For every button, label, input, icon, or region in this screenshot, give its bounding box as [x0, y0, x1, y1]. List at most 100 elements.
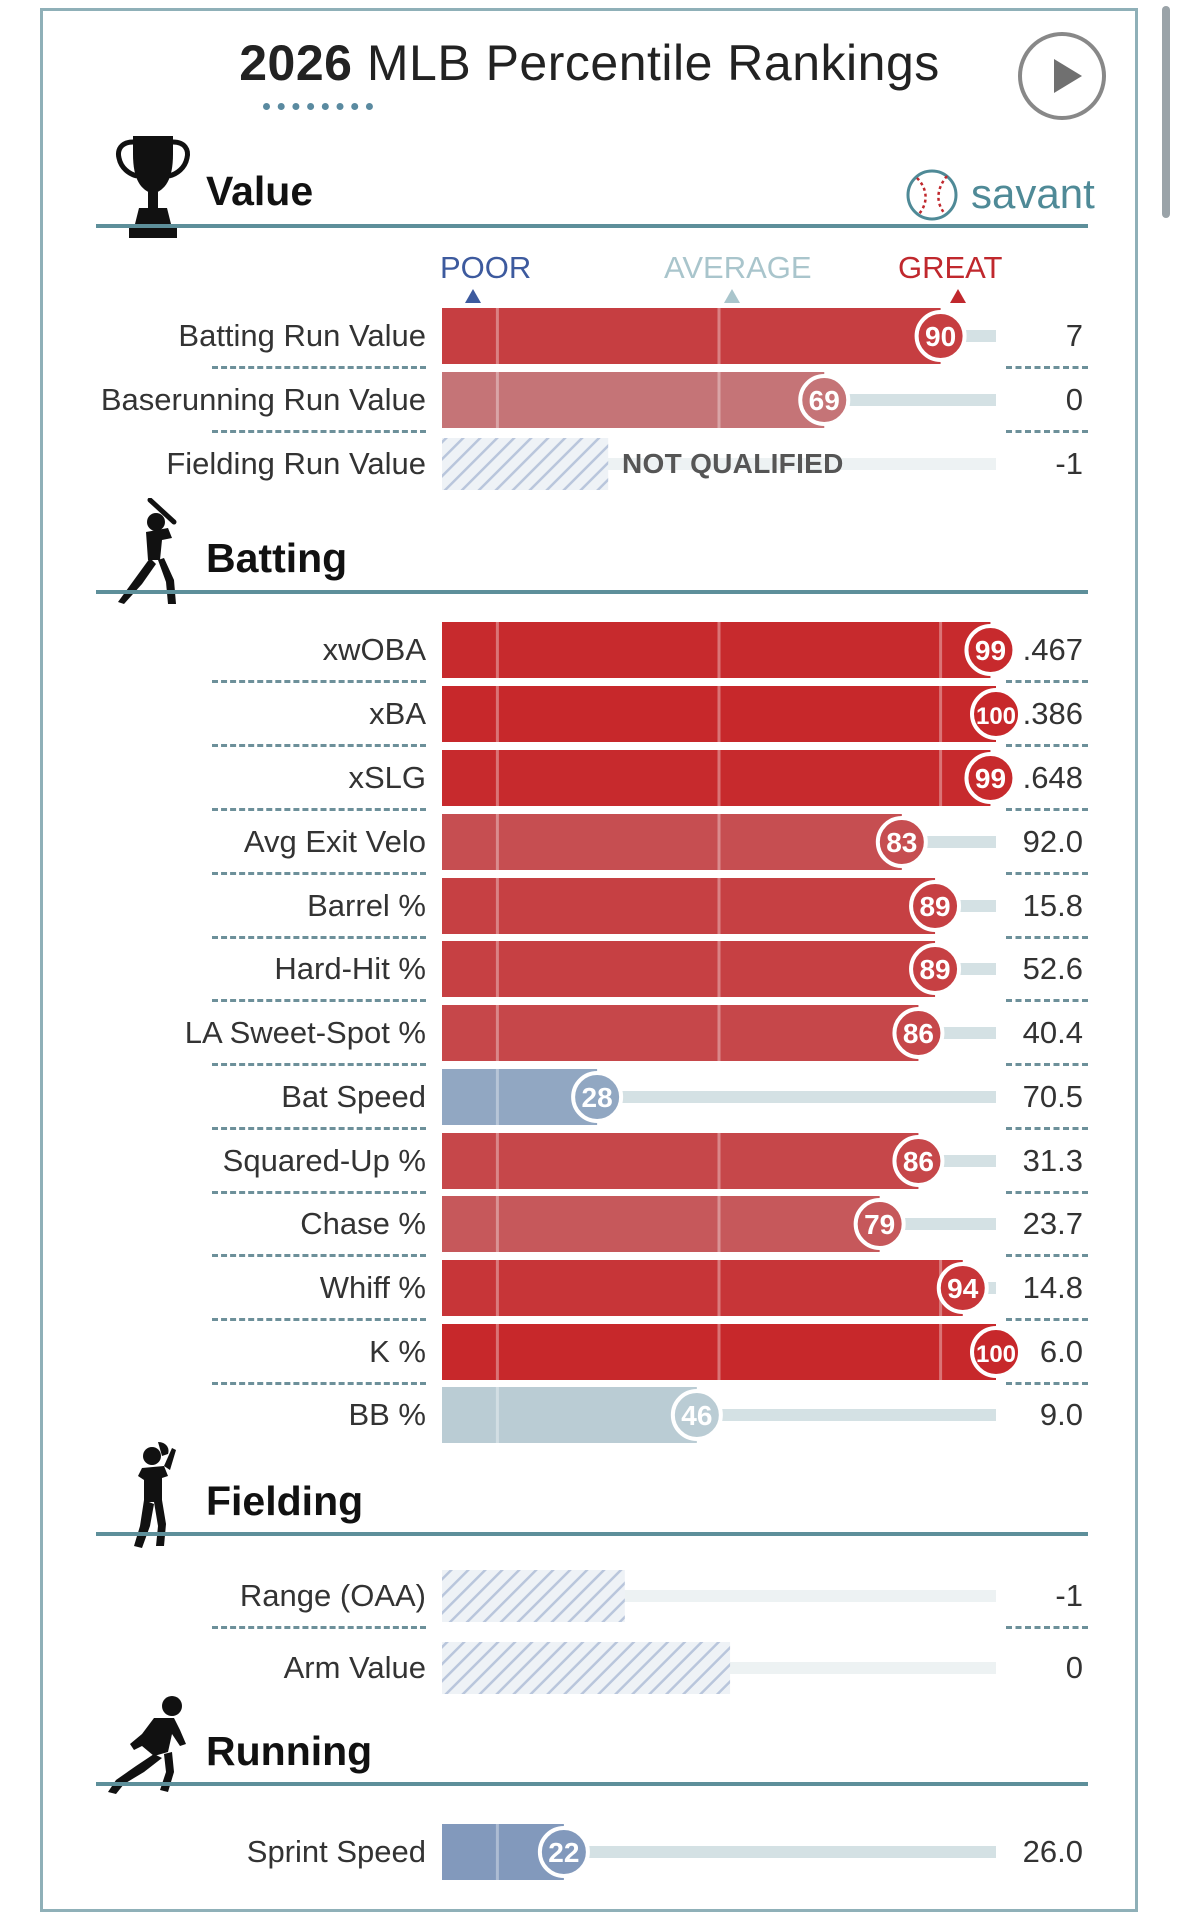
section-rule-running: [96, 1782, 1088, 1786]
row-separator-right: [1006, 1318, 1088, 1321]
percentile-label-k: 100: [976, 1341, 1016, 1368]
row-separator-right: [1006, 808, 1088, 811]
marker-hard-hit[interactable]: [909, 943, 962, 995]
metric-label: xSLG: [348, 760, 426, 795]
metric-value: 26.0: [1022, 1834, 1083, 1869]
row-xba[interactable]: xBA .386: [0, 686, 1179, 742]
row-separator-left: [212, 1254, 426, 1257]
title-year: 2026: [239, 35, 353, 91]
title-text: MLB Percentile Rankings: [366, 35, 940, 91]
marker-barrel[interactable]: [909, 880, 962, 932]
marker-bb[interactable]: [670, 1389, 723, 1441]
row-fielding-run-value[interactable]: Fielding Run Value -1 NOT QUALIFIED: [0, 436, 1179, 492]
metric-label: Batting Run Value: [178, 318, 426, 353]
row-range-oaa[interactable]: Range (OAA) -1: [0, 1568, 1179, 1624]
row-separator-right: [1006, 1254, 1088, 1257]
marker-whiff[interactable]: [936, 1262, 989, 1314]
row-separator-left: [212, 1127, 426, 1130]
percentile-label-bat-speed: 28: [582, 1082, 613, 1113]
row-la-sweet-spot[interactable]: LA Sweet-Spot % 40.4: [0, 1005, 1179, 1061]
row-separator-left: [212, 680, 426, 683]
marker-batting-run-value[interactable]: [914, 310, 967, 362]
metric-label: Bat Speed: [281, 1079, 426, 1114]
bar-chase: [442, 1196, 880, 1252]
metric-label: BB %: [348, 1397, 426, 1432]
row-xslg[interactable]: xSLG .648: [0, 750, 1179, 806]
savant-label: savant: [971, 170, 1095, 217]
metric-label: Squared-Up %: [222, 1143, 426, 1178]
row-separator-left: [212, 1318, 426, 1321]
metric-value: 23.7: [1022, 1206, 1083, 1241]
metric-value: 70.5: [1022, 1079, 1083, 1114]
metric-value: 0: [1065, 1650, 1083, 1685]
row-bb[interactable]: BB % 9.0: [0, 1387, 1179, 1443]
metric-label: Chase %: [300, 1206, 426, 1241]
row-chase[interactable]: Chase % 23.7: [0, 1196, 1179, 1252]
batter-icon: [118, 498, 177, 604]
metric-value: 31.3: [1022, 1143, 1083, 1178]
row-sprint-speed[interactable]: Sprint Speed 26.0: [0, 1824, 1179, 1880]
axis-marker-great: [950, 289, 966, 303]
row-separator-left: [212, 1382, 426, 1385]
metric-label: Barrel %: [307, 888, 426, 923]
marker-xba[interactable]: [970, 688, 1022, 740]
row-squared-up[interactable]: Squared-Up % 31.3: [0, 1133, 1179, 1189]
metric-label: Fielding Run Value: [166, 446, 426, 481]
hatch-arm-value: [442, 1642, 731, 1694]
marker-baserunning-run-value[interactable]: [798, 374, 851, 426]
metric-value: 6.0: [1039, 1334, 1083, 1369]
row-barrel[interactable]: Barrel % 15.8: [0, 878, 1179, 934]
baseball-icon: [906, 169, 958, 221]
metric-label: Avg Exit Velo: [243, 824, 426, 859]
marker-la-sweet-spot[interactable]: [892, 1007, 945, 1059]
axis-label-great: GREAT: [898, 250, 1003, 285]
marker-chase[interactable]: [853, 1198, 906, 1250]
section-rule-value: [96, 224, 1088, 228]
savant-logo[interactable]: savant: [905, 162, 1095, 222]
row-xwoba[interactable]: xwOBA .467: [0, 622, 1179, 678]
percentile-label-batting-run-value: 90: [925, 321, 956, 352]
marker-xslg[interactable]: [964, 752, 1017, 804]
scrollbar[interactable]: [1162, 6, 1170, 218]
percentile-label-baserunning-run-value: 69: [809, 385, 840, 416]
marker-avg-exit-velo[interactable]: [875, 816, 928, 868]
hatch-range-oaa: [442, 1570, 625, 1622]
row-arm-value[interactable]: Arm Value 0: [0, 1640, 1179, 1696]
metric-label: K %: [369, 1334, 426, 1369]
row-separator-left: [212, 430, 426, 433]
axis-marker-average: [724, 289, 740, 303]
marker-xwoba[interactable]: [964, 624, 1017, 676]
row-k[interactable]: K % 6.0: [0, 1324, 1179, 1380]
row-separator-left: [212, 936, 426, 939]
metric-value: .648: [1022, 760, 1083, 795]
metric-value: 7: [1065, 318, 1083, 353]
metric-label: Sprint Speed: [246, 1834, 426, 1869]
bar-barrel: [442, 878, 936, 934]
percentile-label-avg-exit-velo: 83: [886, 827, 917, 858]
row-bat-speed[interactable]: Bat Speed 70.5: [0, 1069, 1179, 1125]
marker-squared-up[interactable]: [892, 1135, 945, 1187]
percentile-label-xwoba: 99: [975, 635, 1006, 666]
percentile-label-chase: 79: [864, 1209, 895, 1240]
play-icon: [1054, 59, 1082, 93]
marker-sprint-speed[interactable]: [537, 1826, 590, 1878]
row-baserunning-run-value[interactable]: Baserunning Run Value 0: [0, 372, 1179, 428]
bar-bb: [442, 1387, 697, 1443]
row-whiff[interactable]: Whiff % 14.8: [0, 1260, 1179, 1316]
row-hard-hit[interactable]: Hard-Hit % 52.6: [0, 941, 1179, 997]
row-avg-exit-velo[interactable]: Avg Exit Velo 92.0: [0, 814, 1179, 870]
metric-value: 92.0: [1022, 824, 1083, 859]
marker-k[interactable]: [970, 1326, 1022, 1378]
marker-bat-speed[interactable]: [571, 1071, 624, 1123]
section-title-fielding: Fielding: [206, 1478, 364, 1524]
section-rule-fielding: [96, 1532, 1088, 1536]
row-batting-run-value[interactable]: Batting Run Value 7: [0, 308, 1179, 364]
row-separator-left: [212, 1626, 426, 1629]
metric-value: -1: [1055, 446, 1083, 481]
metric-value: 14.8: [1022, 1270, 1083, 1305]
metric-label: Whiff %: [319, 1270, 426, 1305]
percentile-label-xslg: 99: [975, 763, 1006, 794]
play-button[interactable]: [1018, 32, 1106, 120]
bar-avg-exit-velo: [442, 814, 902, 870]
metric-value: .386: [1022, 696, 1083, 731]
